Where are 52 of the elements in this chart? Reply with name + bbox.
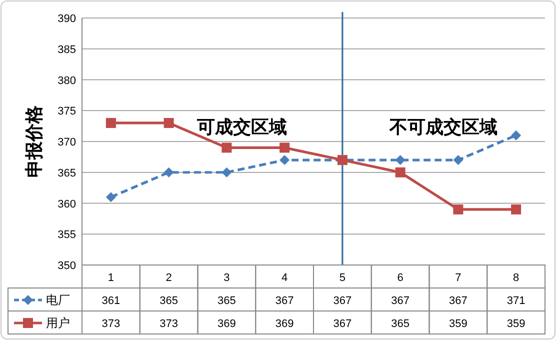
x-tick-label: 8	[513, 272, 520, 284]
point	[280, 142, 290, 153]
point	[164, 167, 174, 178]
data-label: 367	[333, 295, 352, 307]
point	[280, 155, 290, 166]
data-label: 367	[333, 318, 352, 330]
point	[511, 130, 522, 140]
y-tick-label: 360	[58, 198, 76, 210]
data-label: 359	[506, 318, 526, 330]
data-label: 373	[160, 318, 178, 330]
point	[453, 204, 464, 214]
point	[164, 118, 174, 128]
data-label: 373	[102, 318, 120, 330]
y-axis-title: 申报价格	[24, 104, 45, 178]
point	[106, 118, 116, 128]
y-tick-label: 380	[58, 74, 76, 87]
point	[106, 192, 116, 202]
x-tick-label: 3	[224, 272, 230, 284]
data-label: 369	[218, 318, 236, 330]
data-label: 365	[218, 295, 236, 307]
x-tick-label: 5	[339, 272, 346, 284]
y-tick-label: 390	[58, 13, 76, 25]
y-tick-label: 350	[58, 260, 76, 272]
data-label: 369	[275, 318, 294, 330]
x-tick-label: 2	[166, 272, 172, 284]
annotation: 可成交区域	[196, 117, 288, 138]
data-label: 367	[275, 295, 294, 307]
data-label: 365	[391, 318, 410, 330]
y-tick-label: 355	[58, 229, 76, 242]
data-label: 367	[391, 295, 410, 307]
point	[453, 155, 464, 166]
y-tick-label: 370	[58, 136, 76, 148]
data-label: 367	[449, 295, 468, 307]
legend-label: 电厂	[46, 293, 70, 307]
point	[511, 204, 522, 214]
point	[395, 155, 406, 166]
x-tick-label: 1	[108, 272, 114, 284]
point	[222, 167, 232, 178]
point	[222, 142, 232, 153]
legend-label: 用户	[46, 316, 70, 330]
y-tick-label: 375	[58, 106, 76, 118]
x-tick-label: 6	[397, 272, 404, 284]
data-label: 359	[449, 318, 468, 330]
y-tick-label: 385	[58, 44, 76, 56]
y-tick-label: 365	[58, 167, 76, 180]
data-label: 371	[506, 295, 526, 307]
annotation: 不可成交区域	[388, 117, 498, 138]
x-tick-label: 4	[282, 272, 288, 284]
x-tick-label: 7	[455, 272, 462, 284]
data-label: 361	[102, 295, 120, 307]
point	[395, 167, 406, 178]
data-label: 365	[160, 295, 178, 307]
